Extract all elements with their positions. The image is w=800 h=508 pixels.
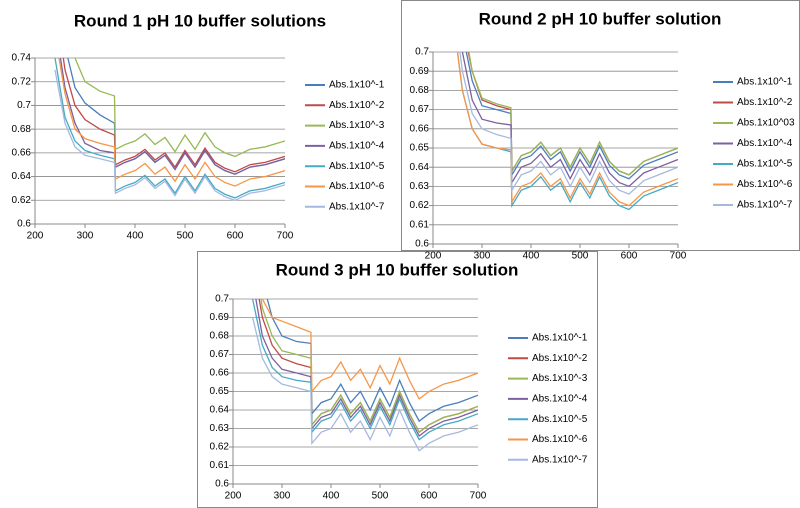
series-line bbox=[251, 299, 478, 441]
legend-label: Abs.1x10^-1 bbox=[737, 77, 793, 88]
legend-label: Abs.1x10^-2 bbox=[532, 353, 588, 364]
x-tick-label: 200 bbox=[425, 251, 442, 262]
y-tick-label: 0.62 bbox=[210, 442, 230, 453]
y-tick-label: 0.64 bbox=[12, 171, 32, 182]
x-tick-label: 300 bbox=[77, 231, 94, 242]
y-tick-label: 0.68 bbox=[410, 85, 430, 96]
legend-label: Abs.1x10^03 bbox=[737, 118, 795, 129]
legend-label: Abs.1x10^-6 bbox=[532, 434, 588, 445]
x-tick-label: 200 bbox=[27, 231, 44, 242]
y-tick-label: 0.6 bbox=[17, 219, 31, 230]
legend-label: Abs.1x10^-6 bbox=[329, 181, 385, 192]
chart-title: Round 1 pH 10 buffer solutions bbox=[74, 11, 326, 30]
x-tick-label: 400 bbox=[523, 251, 540, 262]
legend-label: Abs.1x10^-4 bbox=[532, 394, 588, 405]
x-tick-label: 500 bbox=[372, 491, 389, 502]
series-line bbox=[266, 299, 478, 423]
y-tick-label: 0.68 bbox=[210, 331, 230, 342]
legend-label: Abs.1x10^-4 bbox=[329, 141, 385, 152]
legend-label: Abs.1x10^-3 bbox=[329, 120, 385, 131]
y-tick-label: 0.67 bbox=[210, 349, 230, 360]
y-tick-label: 0.7 bbox=[215, 294, 229, 305]
legend-label: Abs.1x10^-2 bbox=[329, 100, 385, 111]
y-tick-label: 0.68 bbox=[12, 124, 32, 135]
y-tick-label: 0.7 bbox=[17, 100, 31, 111]
legend-label: Abs.1x10^-1 bbox=[532, 333, 588, 344]
y-tick-label: 0.72 bbox=[12, 76, 32, 87]
x-tick-label: 400 bbox=[323, 491, 340, 502]
x-tick-label: 500 bbox=[177, 231, 194, 242]
x-tick-label: 400 bbox=[127, 231, 144, 242]
series-line bbox=[468, 52, 678, 176]
legend-label: Abs.1x10^-1 bbox=[329, 80, 385, 91]
x-tick-label: 600 bbox=[227, 231, 244, 242]
y-tick-label: 0.6 bbox=[215, 479, 229, 490]
series-line bbox=[59, 58, 285, 175]
series-line bbox=[54, 69, 285, 201]
legend-label: Abs.1x10^-2 bbox=[737, 97, 793, 108]
legend-label: Abs.1x10^-7 bbox=[532, 454, 588, 465]
series-line bbox=[58, 58, 285, 187]
y-tick-label: 0.67 bbox=[410, 104, 430, 115]
y-tick-label: 0.7 bbox=[415, 47, 429, 58]
series-line bbox=[260, 299, 478, 434]
x-tick-label: 300 bbox=[474, 251, 491, 262]
y-tick-label: 0.6 bbox=[415, 239, 429, 250]
chart-title: Round 2 pH 10 buffer solution bbox=[479, 9, 722, 28]
x-tick-label: 600 bbox=[621, 251, 638, 262]
y-tick-label: 0.63 bbox=[410, 181, 430, 192]
y-tick-label: 0.65 bbox=[410, 143, 430, 154]
y-tick-label: 0.63 bbox=[210, 423, 230, 434]
series-line bbox=[251, 317, 478, 452]
y-tick-label: 0.66 bbox=[210, 368, 230, 379]
series-line bbox=[261, 299, 478, 400]
legend-label: Abs.1x10^-7 bbox=[329, 201, 385, 212]
y-tick-label: 0.62 bbox=[410, 200, 430, 211]
x-tick-label: 200 bbox=[225, 491, 242, 502]
legend-label: Abs.1x10^-5 bbox=[329, 161, 385, 172]
y-tick-label: 0.69 bbox=[410, 66, 430, 77]
chart-title: Round 3 pH 10 buffer solution bbox=[276, 260, 519, 279]
series-line bbox=[459, 52, 678, 195]
legend-label: Abs.1x10^-4 bbox=[737, 138, 793, 149]
x-tick-label: 600 bbox=[421, 491, 438, 502]
series-line bbox=[465, 52, 678, 180]
series-line bbox=[456, 52, 678, 207]
legend-label: Abs.1x10^-3 bbox=[532, 373, 588, 384]
x-tick-label: 700 bbox=[670, 251, 687, 262]
x-tick-label: 500 bbox=[572, 251, 589, 262]
legend-label: Abs.1x10^-6 bbox=[737, 179, 793, 190]
y-tick-label: 0.61 bbox=[210, 460, 230, 471]
y-tick-label: 0.64 bbox=[210, 405, 230, 416]
y-tick-label: 0.66 bbox=[410, 123, 430, 134]
y-tick-label: 0.65 bbox=[210, 386, 230, 397]
x-tick-label: 300 bbox=[274, 491, 291, 502]
series-line bbox=[62, 58, 285, 173]
y-tick-label: 0.62 bbox=[12, 195, 32, 206]
legend-label: Abs.1x10^-5 bbox=[737, 159, 793, 170]
series-line bbox=[255, 299, 478, 437]
y-tick-label: 0.61 bbox=[410, 219, 430, 230]
y-tick-label: 0.74 bbox=[12, 53, 32, 64]
series-line bbox=[74, 58, 285, 158]
y-tick-label: 0.69 bbox=[210, 312, 230, 323]
y-tick-label: 0.66 bbox=[12, 147, 32, 158]
series-line bbox=[461, 52, 678, 188]
x-tick-label: 700 bbox=[470, 491, 487, 502]
series-line bbox=[54, 58, 285, 199]
legend-label: Abs.1x10^-7 bbox=[737, 200, 793, 211]
y-tick-label: 0.64 bbox=[410, 162, 430, 173]
x-tick-label: 700 bbox=[277, 231, 294, 242]
legend-label: Abs.1x10^-5 bbox=[532, 414, 588, 425]
